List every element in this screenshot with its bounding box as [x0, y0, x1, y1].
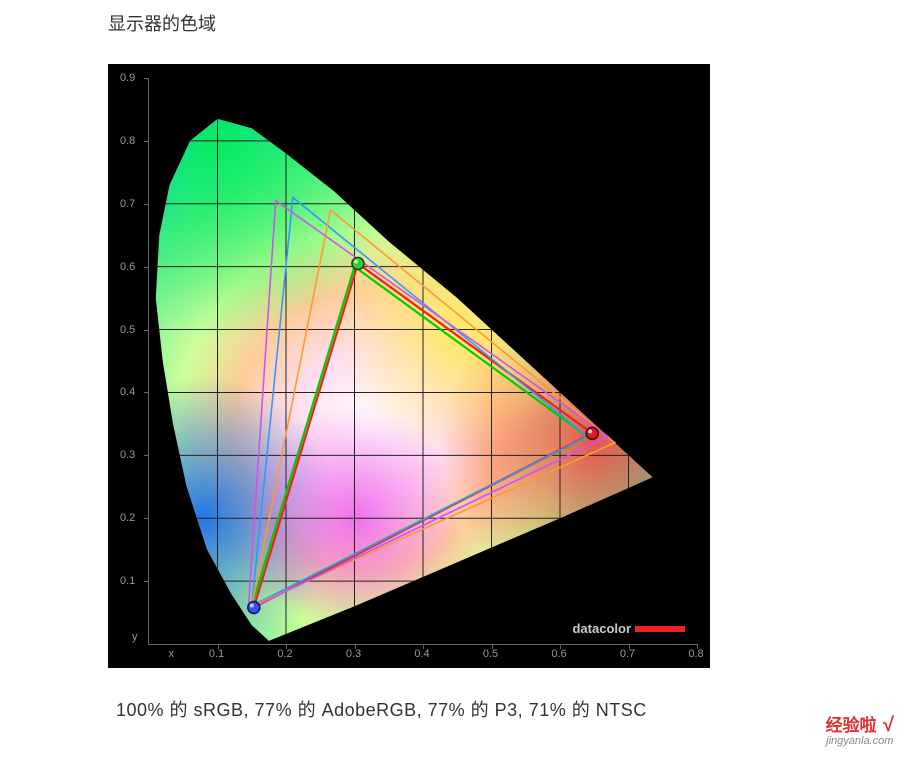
x-axis-label: 0.7	[620, 648, 635, 686]
y-axis-label: 0.6	[120, 261, 135, 273]
x-axis-label: 0.2	[277, 648, 292, 686]
y-axis-title: y	[132, 631, 138, 643]
watermark: 经验啦 √ jingyanla.com	[826, 711, 894, 747]
page-title: 显示器的色域	[108, 10, 912, 36]
gamut-measured	[254, 264, 592, 608]
y-axis-label: 0.8	[120, 135, 135, 147]
chart-caption: 100% 的 sRGB, 77% 的 AdobeRGB, 77% 的 P3, 7…	[108, 668, 912, 722]
watermark-sub: jingyanla.com	[826, 735, 894, 747]
marker-green-primary	[352, 258, 364, 270]
x-axis-label: 0.3	[346, 648, 361, 686]
y-axis-label: 0.4	[120, 386, 135, 398]
y-tick	[144, 78, 149, 79]
y-tick	[144, 204, 149, 205]
y-tick	[144, 392, 149, 393]
y-tick	[144, 330, 149, 331]
x-axis-label: 0.5	[483, 648, 498, 686]
datacolor-logo: datacolor	[572, 621, 685, 636]
datacolor-text: datacolor	[572, 621, 631, 636]
watermark-check-icon: √	[883, 714, 894, 736]
y-tick	[144, 518, 149, 519]
marker-blue-primary	[248, 602, 260, 614]
y-axis-label: 0.3	[120, 449, 135, 461]
y-tick	[144, 581, 149, 582]
gamut-ntsc	[248, 201, 608, 610]
y-axis-label: 0.7	[120, 198, 135, 210]
y-axis-label: 0.5	[120, 324, 135, 336]
x-axis-label: 0.6	[551, 648, 566, 686]
chromaticity-chart: datacolor 0.10.20.30.40.50.60.70.80.90.1…	[108, 64, 710, 668]
x-axis-title: x	[169, 648, 175, 660]
x-axis-label: 0.1	[209, 648, 224, 686]
watermark-main: 经验啦	[826, 716, 877, 735]
gamut-srgb	[252, 267, 588, 607]
y-axis-label: 0.2	[120, 512, 135, 524]
y-axis-label: 0.9	[120, 72, 135, 84]
x-axis-label: 0.8	[688, 648, 703, 686]
chart-overlay-svg	[149, 78, 697, 644]
marker-red-primary	[586, 427, 598, 439]
gamut-adobergb	[252, 197, 588, 606]
gamut-dci-p3	[252, 210, 615, 606]
y-axis-label: 0.1	[120, 575, 135, 587]
y-tick	[144, 267, 149, 268]
x-axis-label: 0.4	[414, 648, 429, 686]
y-tick	[144, 455, 149, 456]
datacolor-bar-icon	[635, 626, 685, 632]
chart-background-svg	[149, 78, 697, 644]
y-tick	[144, 141, 149, 142]
plot-area: datacolor	[148, 78, 697, 645]
